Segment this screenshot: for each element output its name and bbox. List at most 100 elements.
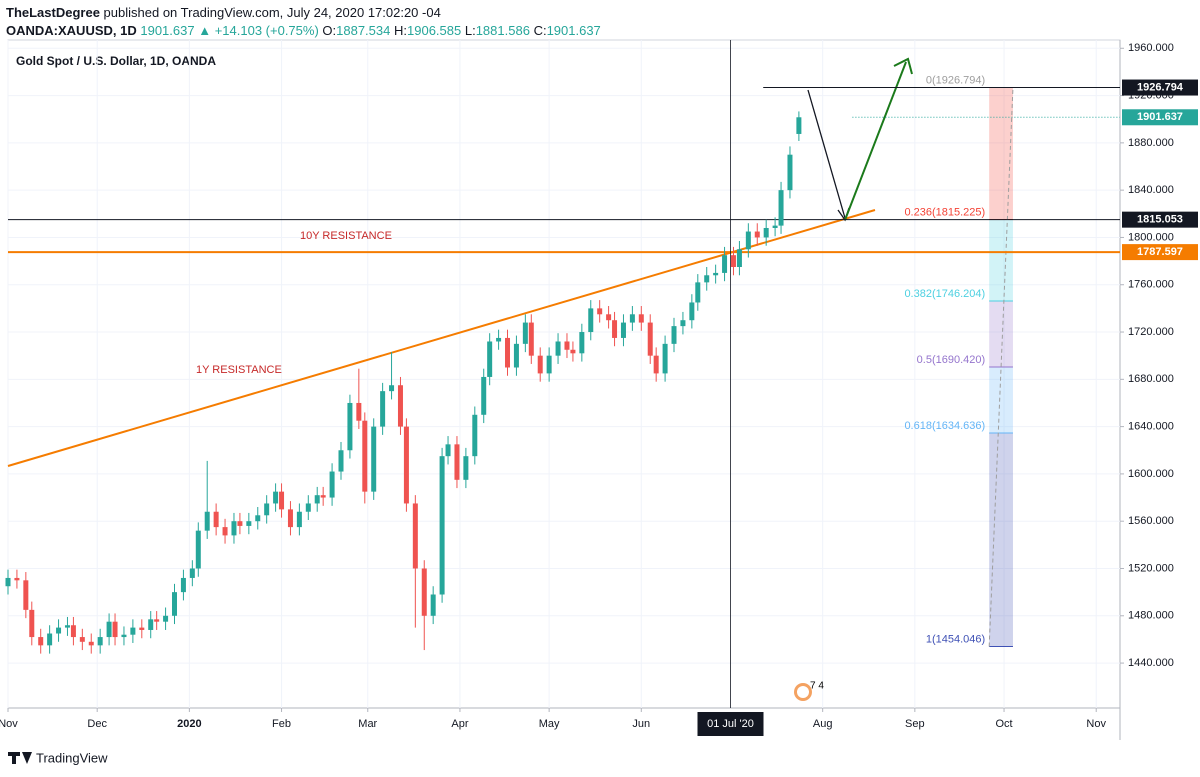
candle-body [412, 503, 418, 569]
candle-body [612, 320, 618, 338]
footer-text: TradingView [36, 750, 108, 765]
y-tick-label: 1560.000 [1128, 515, 1174, 527]
candle-body [79, 637, 85, 642]
candle-body [320, 495, 326, 498]
candle-body [237, 521, 243, 526]
x-tick-label: Oct [995, 718, 1012, 730]
candle-body [338, 450, 344, 472]
candle-body [597, 308, 603, 315]
candle-body [397, 385, 403, 427]
candle-body [139, 627, 145, 630]
candle-body [680, 320, 686, 327]
candle-body [647, 322, 653, 356]
candle-body [296, 511, 302, 528]
candle-body [778, 190, 784, 226]
candle-body [362, 420, 368, 492]
candle-body [695, 282, 701, 303]
candle-body [588, 308, 594, 333]
arrow-up [844, 61, 907, 221]
annotation: 10Y RESISTANCE [300, 230, 392, 242]
y-tick-label: 1600.000 [1128, 468, 1174, 480]
candle-body [380, 391, 386, 427]
trendline [7, 209, 876, 467]
candle-body [213, 511, 219, 528]
y-tick-label: 1800.000 [1128, 231, 1174, 243]
price-badge [1122, 211, 1198, 228]
fib-zone [989, 367, 1013, 433]
ohlc-value: 1906.585 [407, 23, 462, 38]
candle-body [222, 527, 228, 536]
candle-body [722, 255, 728, 273]
candle-body [47, 633, 53, 646]
candle-body [180, 577, 186, 593]
candle-body [430, 594, 436, 616]
candle-body [481, 376, 487, 415]
fib-zone [989, 87, 1013, 220]
candle-body [629, 314, 635, 323]
candle-body [620, 322, 626, 338]
ohlc-value: 1887.534 [336, 23, 391, 38]
y-tick-label: 1840.000 [1128, 184, 1174, 196]
candle-body [356, 402, 362, 421]
candle-body [64, 625, 70, 628]
y-tick-label: 1640.000 [1128, 421, 1174, 433]
candle-body [713, 272, 719, 276]
x-tick-label: Feb [272, 718, 291, 730]
candle-body [445, 444, 451, 457]
x-tick-label: May [539, 718, 560, 730]
flag-icon: 7 4 [794, 681, 824, 701]
y-tick-label: 1440.000 [1128, 657, 1174, 669]
candle-body [305, 503, 311, 512]
candle-body [5, 577, 11, 587]
candle-body [496, 337, 502, 342]
candle-body [264, 503, 270, 516]
fib-label: 0.382(1746.204) [904, 288, 985, 300]
candle-body [347, 402, 353, 451]
price-badge-label: 1926.794 [1137, 81, 1184, 93]
candle-body [487, 341, 493, 377]
x-tick-label: Sep [905, 718, 925, 730]
y-tick-label: 1760.000 [1128, 279, 1174, 291]
candle-body [403, 426, 409, 504]
candle-body [579, 332, 585, 354]
icon-text: 7 4 [810, 681, 824, 692]
candle-body [796, 117, 802, 134]
fib-label: 0.618(1634.636) [904, 420, 985, 432]
ohlc-label: L: [464, 23, 476, 38]
price-badge [1122, 109, 1198, 126]
y-tick-label: 1880.000 [1128, 137, 1174, 149]
candle-body [56, 627, 62, 634]
candle-body [638, 314, 644, 323]
candle-body [70, 625, 76, 638]
fib-label: 0.5(1690.420) [917, 354, 986, 366]
candle-body [106, 621, 112, 638]
price-badge-label: 1901.637 [1137, 111, 1183, 123]
candle-body [389, 385, 395, 392]
candle-body [154, 619, 160, 622]
fib-zone [989, 301, 1013, 368]
candle-body [772, 225, 778, 228]
x-tick-label: Mar [358, 718, 377, 730]
published: published on TradingView.com, July 24, 2… [103, 5, 441, 20]
candle-body [671, 326, 677, 344]
x-tick-label: Nov [0, 718, 18, 730]
publisher: TheLastDegree [6, 5, 100, 20]
candle-body [454, 444, 460, 480]
fib-label: 0.236(1815.225) [904, 206, 985, 218]
candle-body [745, 231, 751, 250]
x-tick-label: Dec [87, 718, 107, 730]
candle-body [189, 568, 195, 578]
ohlc-label: H: [394, 23, 407, 38]
candle-body [23, 580, 29, 610]
price-badge-label: 1815.053 [1137, 214, 1183, 226]
candle-body [88, 641, 94, 646]
candle-body [528, 322, 534, 356]
candle-body [736, 249, 742, 268]
x-tick-label: 2020 [177, 718, 201, 730]
fib-zone [989, 219, 1013, 302]
x-tick-label: Apr [451, 718, 468, 730]
change: ▲ +14.103 (+0.75%) [198, 23, 319, 38]
arrow-down [807, 89, 846, 219]
fib-zone [989, 432, 1013, 647]
